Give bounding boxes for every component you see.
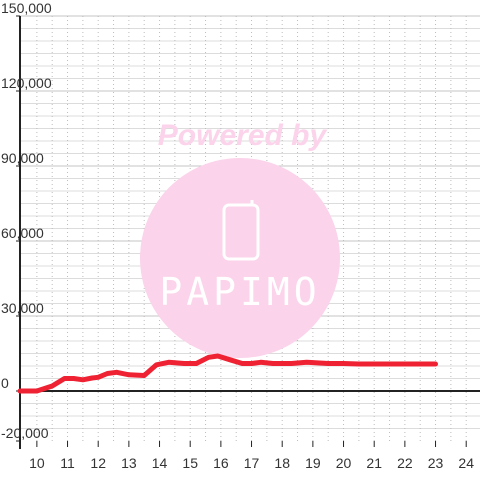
y-tick-label: 30,000 — [1, 300, 44, 316]
watermark-phone-icon — [222, 203, 260, 261]
y-tick-label: 0 — [1, 375, 9, 391]
x-tick-label: 17 — [244, 455, 260, 471]
watermark: Powered by PAPIMO — [140, 119, 340, 358]
series-layer — [17, 353, 438, 394]
watermark-powered-by: Powered by — [158, 119, 328, 152]
y-tick-label: 90,000 — [1, 150, 44, 166]
y-tick-label: -20,000 — [1, 425, 49, 441]
x-tick-label: 22 — [397, 455, 413, 471]
x-tick-label: 12 — [90, 455, 106, 471]
y-tick-label: 60,000 — [1, 225, 44, 241]
x-tick-label: 23 — [428, 455, 444, 471]
x-tick-label: 14 — [152, 455, 168, 471]
x-tick-label: 18 — [274, 455, 290, 471]
x-tick-label: 10 — [29, 455, 45, 471]
x-tick-label: 16 — [213, 455, 229, 471]
x-tick-label: 11 — [60, 455, 75, 471]
x-tick-label: 20 — [336, 455, 352, 471]
x-tick-label: 19 — [305, 455, 321, 471]
y-tick-label: 120,000 — [1, 75, 52, 91]
axes — [16, 15, 480, 449]
x-tick-label: 15 — [182, 455, 198, 471]
series-line-0 — [17, 353, 438, 394]
x-tick-label: 13 — [121, 455, 137, 471]
x-tick-label: 24 — [458, 455, 474, 471]
x-tick-label: 21 — [366, 455, 382, 471]
y-tick-label: 150,000 — [1, 0, 52, 16]
tick-labels: 150,000 120,000 90,000 60,000 30,000 0 -20,000… — [1, 0, 474, 471]
watermark-brand: PAPIMO — [159, 270, 320, 314]
